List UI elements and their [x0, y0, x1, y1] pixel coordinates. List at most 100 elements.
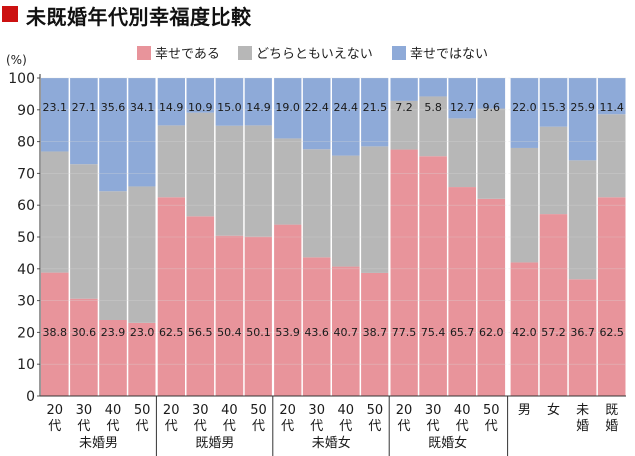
bar-segment [99, 78, 127, 192]
data-label: 56.5 [188, 326, 213, 339]
category-label: 代 [106, 419, 119, 434]
data-label: 62.5 [159, 326, 184, 339]
category-label: 代 [136, 419, 149, 434]
data-label: 77.5 [392, 326, 417, 339]
data-label: 22.0 [512, 101, 537, 114]
y-tick-label: 10 [17, 357, 35, 373]
bar-segment [597, 197, 626, 396]
legend-swatch [238, 46, 252, 60]
data-label: 25.9 [570, 101, 595, 114]
data-label: 35.6 [101, 101, 126, 114]
category-label: 代 [165, 419, 178, 434]
data-label: 40.7 [334, 326, 359, 339]
bar-segment [332, 78, 360, 156]
data-label: 19.0 [275, 101, 300, 114]
bar-segment [70, 78, 98, 165]
bar-segment [539, 78, 568, 127]
category-label: 50 [367, 403, 384, 418]
bar-segment [510, 262, 539, 396]
data-label: 15.3 [541, 101, 566, 114]
category-label: 50 [250, 403, 267, 418]
data-label: 14.9 [246, 101, 271, 114]
title-marker [2, 6, 18, 22]
bar-segment [244, 125, 273, 237]
bar-segment [361, 272, 389, 396]
bar-segment [477, 198, 506, 396]
bar-segment [215, 235, 244, 396]
data-label: 23.1 [43, 101, 68, 114]
category-label: 代 [427, 419, 440, 434]
bar-segment [332, 266, 360, 396]
data-label: 65.7 [450, 326, 475, 339]
category-label: 代 [77, 419, 90, 434]
y-tick-label: 50 [17, 230, 35, 246]
category-label: 30 [308, 403, 325, 418]
bar-segment [302, 257, 331, 396]
category-label: 代 [223, 419, 236, 434]
data-label: 38.7 [363, 326, 388, 339]
data-label: 36.7 [570, 326, 595, 339]
category-label: 代 [368, 419, 381, 434]
category-label: 20 [163, 403, 180, 418]
category-label: 20 [47, 403, 64, 418]
data-label: 22.4 [304, 101, 329, 114]
data-label: 14.9 [159, 101, 184, 114]
chart-title: 未既婚年代別幸福度比較 [26, 5, 252, 29]
y-tick-label: 20 [17, 325, 35, 341]
data-label: 11.4 [599, 101, 624, 114]
bar-segment [510, 78, 539, 148]
bar-segment [128, 78, 156, 187]
group-label: 既婚男 [195, 436, 234, 451]
bar-segment [128, 186, 156, 323]
y-tick-label: 0 [26, 389, 35, 405]
data-label: 50.4 [217, 326, 242, 339]
data-label: 75.4 [421, 326, 446, 339]
legend-swatch [392, 46, 406, 60]
legend-swatch [137, 46, 151, 60]
bar-segment [477, 78, 506, 109]
bar-segment [448, 187, 476, 396]
data-label: 57.2 [541, 326, 566, 339]
bar-segment [361, 146, 389, 273]
category-label: 代 [48, 419, 61, 434]
bar-segment [597, 78, 626, 115]
data-label: 53.9 [275, 326, 300, 339]
data-label: 34.1 [130, 101, 155, 114]
category-label: 未 [576, 403, 589, 418]
category-label: 50 [483, 403, 500, 418]
bar-segment [157, 197, 185, 396]
category-label: 40 [338, 403, 355, 418]
bar-segment [99, 191, 127, 320]
bar-segment [568, 78, 597, 161]
bar-segment [215, 78, 244, 126]
y-tick-label: 70 [17, 166, 35, 182]
bar-segment [273, 138, 302, 225]
category-label: 婚 [605, 419, 618, 434]
bar-segment [128, 322, 156, 396]
category-label: 30 [425, 403, 442, 418]
bar-segment [157, 125, 185, 198]
category-label: 代 [456, 419, 469, 434]
data-label: 42.0 [512, 326, 537, 339]
bar-segment [157, 78, 185, 126]
bar-segment [41, 151, 69, 273]
bar-segment [273, 78, 302, 139]
bar-segment [332, 155, 360, 267]
category-label: 代 [485, 419, 498, 434]
bar-segment [244, 236, 273, 396]
category-label: 既 [605, 403, 618, 418]
bar-segment [302, 78, 331, 150]
category-label: 20 [279, 403, 296, 418]
bar-segment [302, 149, 331, 258]
category-label: 婚 [576, 419, 589, 434]
category-label: 代 [194, 419, 207, 434]
y-tick-label: 60 [17, 198, 35, 214]
bar-segment [244, 78, 273, 126]
bar-segment [477, 108, 506, 199]
y-tick-label: 30 [17, 294, 35, 310]
category-label: 代 [281, 419, 294, 434]
legend-label: 幸せではない [410, 47, 488, 62]
bar-segment [361, 78, 389, 147]
bar-segment [273, 224, 302, 396]
